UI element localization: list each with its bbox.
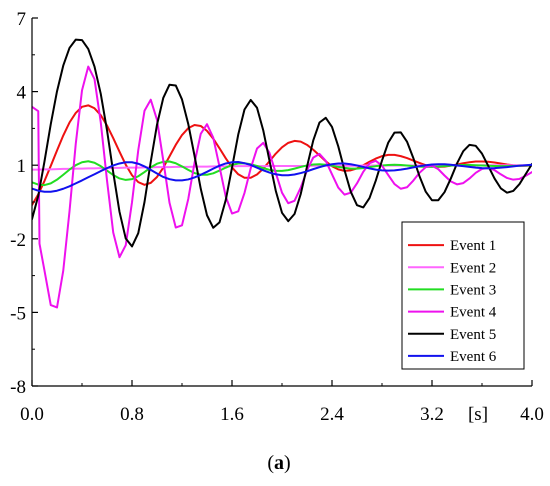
y-tick-label: 1 xyxy=(17,156,27,177)
plot-lines xyxy=(32,38,532,309)
legend-label-6: Event 6 xyxy=(450,349,497,365)
y-tick-label: -2 xyxy=(10,230,26,251)
x-tick-label: 2.4 xyxy=(320,404,344,425)
y-tick-label: -8 xyxy=(10,377,26,398)
x-tick-label: 0.8 xyxy=(120,404,144,425)
legend: Event 1 Event 2 Event 3 Event 4 Event 5 Event… xyxy=(401,221,525,370)
x-tick-label: 0.0 xyxy=(20,404,44,425)
y-tick-label: 7 xyxy=(17,9,27,30)
caption-open-paren: ( xyxy=(267,452,274,474)
legend-label-2: Event 2 xyxy=(450,260,496,276)
axes xyxy=(31,17,533,387)
legend-label-1: Event 1 xyxy=(450,238,496,254)
legend-label-4: Event 4 xyxy=(450,305,497,321)
y-tick-label: 4 xyxy=(17,83,27,104)
legend-box xyxy=(401,221,525,370)
legend-label-5: Event 5 xyxy=(450,327,496,343)
series-line-5 xyxy=(32,38,532,248)
caption-close-paren: ) xyxy=(284,452,291,474)
x-axis-unit-label: [s] xyxy=(468,404,488,425)
figure-caption: (a) xyxy=(0,452,550,475)
legend-label-3: Event 3 xyxy=(450,282,496,298)
tick-labels: 7 4 1 -2 -5 -8 0.0 0.8 1.6 2.4 3.2 4.0 [s] xyxy=(10,9,544,425)
x-tick-label: 3.2 xyxy=(420,404,444,425)
x-tick-label: 1.6 xyxy=(220,404,244,425)
series-line-4 xyxy=(32,65,532,309)
series-line-6 xyxy=(32,161,532,193)
x-tick-label: 4.0 xyxy=(520,404,544,425)
y-tick-label: -5 xyxy=(10,303,26,324)
caption-letter: a xyxy=(274,452,284,474)
series-line-3 xyxy=(32,160,532,187)
